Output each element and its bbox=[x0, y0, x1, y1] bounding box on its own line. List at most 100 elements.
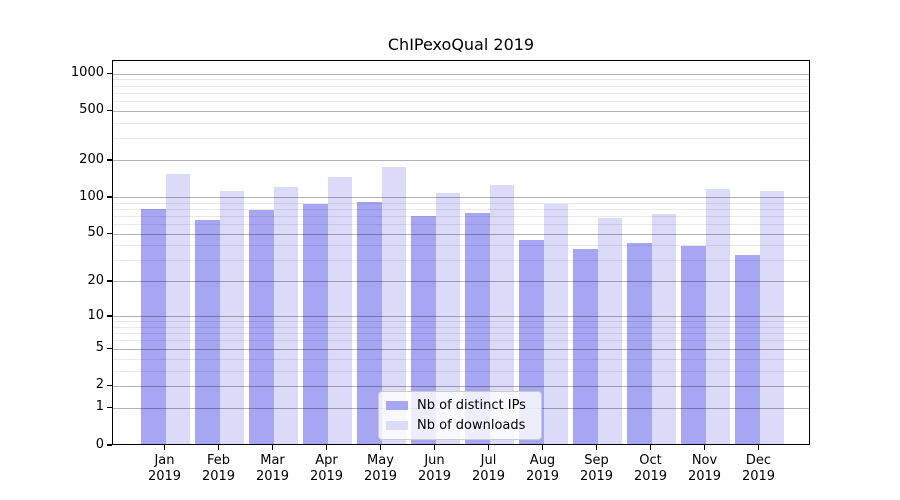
x-tick bbox=[757, 445, 760, 450]
bar-downloads-oct bbox=[651, 213, 676, 444]
gridline-minor bbox=[113, 101, 809, 103]
bar-distinct-ips-may bbox=[357, 202, 382, 444]
bar-downloads-apr bbox=[327, 176, 352, 444]
gridline-minor bbox=[113, 358, 809, 360]
legend-swatch-downloads bbox=[386, 421, 408, 430]
gridline-major bbox=[113, 110, 809, 112]
bar-distinct-ips-oct bbox=[627, 243, 652, 444]
gridline-minor bbox=[113, 321, 809, 323]
y-tick bbox=[107, 232, 112, 235]
bar-downloads-sep bbox=[597, 217, 622, 444]
y-tick-label: 20 bbox=[87, 272, 104, 288]
x-tick-label: Aug 2019 bbox=[525, 453, 560, 484]
y-tick bbox=[107, 109, 112, 112]
y-tick bbox=[107, 444, 112, 446]
y-tick bbox=[107, 406, 112, 409]
gridline-minor bbox=[113, 245, 809, 247]
x-tick-label: Jan 2019 bbox=[147, 453, 182, 484]
gridline-minor bbox=[113, 260, 809, 262]
bar-distinct-ips-jan bbox=[141, 208, 166, 444]
bar-downloads-mar bbox=[273, 186, 298, 444]
bar-downloads-jan bbox=[165, 173, 190, 444]
y-tick bbox=[107, 347, 112, 350]
x-tick-label: Dec 2019 bbox=[741, 453, 776, 484]
x-tick-label: Jul 2019 bbox=[471, 453, 506, 484]
gridline-minor bbox=[113, 208, 809, 210]
x-tick bbox=[217, 445, 220, 450]
y-tick bbox=[107, 280, 112, 282]
legend: Nb of distinct IPs Nb of downloads bbox=[378, 391, 542, 440]
bar-downloads-feb bbox=[219, 190, 244, 444]
legend-label-downloads: Nb of downloads bbox=[417, 418, 526, 433]
legend-item-downloads: Nb of downloads bbox=[386, 418, 532, 433]
gridline-minor bbox=[113, 122, 809, 124]
x-tick-label: May 2019 bbox=[363, 453, 398, 484]
x-tick-label: Sep 2019 bbox=[579, 453, 614, 484]
y-tick-label: 10 bbox=[87, 307, 104, 323]
bar-downloads-aug bbox=[543, 204, 568, 444]
bar-distinct-ips-nov bbox=[681, 246, 706, 444]
legend-item-distinct-ips: Nb of distinct IPs bbox=[386, 398, 532, 413]
bar-distinct-ips-mar bbox=[249, 210, 274, 444]
legend-label-distinct-ips: Nb of distinct IPs bbox=[417, 398, 526, 413]
gridline-major bbox=[113, 348, 809, 350]
x-tick-label: Mar 2019 bbox=[255, 453, 290, 484]
x-tick bbox=[541, 445, 544, 450]
y-tick bbox=[107, 384, 112, 387]
bar-distinct-ips-feb bbox=[195, 220, 220, 444]
gridline-minor bbox=[113, 224, 809, 226]
gridline-minor bbox=[113, 79, 809, 81]
plot-area bbox=[112, 60, 810, 445]
x-tick-label: Nov 2019 bbox=[687, 453, 722, 484]
gridline-major bbox=[113, 160, 809, 162]
gridline-major bbox=[113, 385, 809, 387]
y-tick-label: 50 bbox=[87, 225, 104, 241]
gridline-minor bbox=[113, 202, 809, 204]
bar-distinct-ips-dec bbox=[735, 255, 760, 444]
x-tick-label: Jun 2019 bbox=[417, 453, 452, 484]
y-tick-label: 200 bbox=[79, 151, 104, 167]
x-tick bbox=[163, 445, 166, 450]
x-tick bbox=[433, 445, 436, 450]
y-tick-label: 500 bbox=[79, 102, 104, 118]
x-tick-label: Feb 2019 bbox=[201, 453, 236, 484]
x-tick-label: Apr 2019 bbox=[309, 453, 344, 484]
x-tick bbox=[595, 445, 598, 450]
gridline-minor bbox=[113, 340, 809, 342]
y-tick-label: 1000 bbox=[70, 65, 104, 81]
legend-swatch-distinct-ips bbox=[386, 401, 408, 410]
x-tick bbox=[703, 445, 706, 450]
gridline-minor bbox=[113, 333, 809, 335]
y-tick bbox=[107, 196, 112, 198]
bar-distinct-ips-apr bbox=[303, 204, 328, 444]
y-tick-label: 5 bbox=[95, 340, 104, 356]
gridline-major bbox=[113, 316, 809, 318]
x-tick bbox=[325, 445, 328, 450]
x-tick bbox=[487, 445, 490, 450]
x-tick bbox=[271, 445, 274, 450]
gridline-minor bbox=[113, 92, 809, 94]
x-tick bbox=[649, 445, 652, 450]
gridline-major bbox=[113, 233, 809, 235]
bar-downloads-dec bbox=[759, 191, 784, 444]
y-tick-label: 2 bbox=[95, 377, 104, 393]
gridline-major bbox=[113, 197, 809, 198]
gridline-major bbox=[113, 73, 809, 75]
chart-title: ChIPexoQual 2019 bbox=[387, 35, 535, 54]
gridline-minor bbox=[113, 370, 809, 372]
x-tick-label: Oct 2019 bbox=[633, 453, 668, 484]
y-tick-label: 0 bbox=[95, 436, 104, 452]
y-tick bbox=[107, 72, 112, 75]
y-tick-label: 1 bbox=[95, 399, 104, 415]
y-tick bbox=[107, 315, 112, 317]
gridline-major bbox=[113, 281, 809, 283]
bar-downloads-nov bbox=[705, 189, 730, 444]
x-tick bbox=[379, 445, 382, 450]
gridline-minor bbox=[113, 215, 809, 217]
bar-distinct-ips-sep bbox=[573, 248, 598, 444]
gridline-minor bbox=[113, 85, 809, 87]
gridline-minor bbox=[113, 138, 809, 140]
gridline-minor bbox=[113, 326, 809, 328]
y-tick-label: 100 bbox=[79, 188, 104, 204]
